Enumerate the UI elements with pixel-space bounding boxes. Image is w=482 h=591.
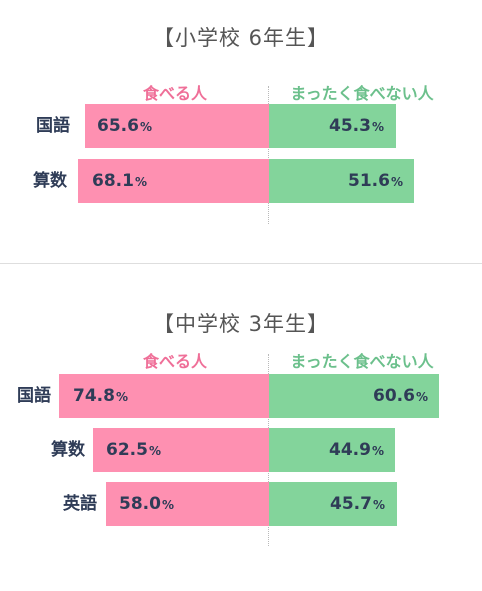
- bar-non-eaters: [269, 104, 396, 148]
- value-label-eaters: 74.8%: [73, 386, 128, 406]
- value-label-non-eaters: 45.7%: [330, 494, 385, 514]
- category-label: 算数: [51, 440, 85, 460]
- legend-eaters: 食べる人: [142, 352, 207, 371]
- value-label-eaters: 62.5%: [106, 440, 161, 460]
- bar-eaters: [78, 159, 269, 203]
- value-label-eaters: 65.6%: [97, 116, 152, 136]
- bar-row: 算数 62.5% 44.9%: [0, 428, 482, 472]
- bar-row: 国語 74.8% 60.6%: [0, 374, 482, 418]
- chart-title: 【中学校 3年生】: [152, 312, 330, 336]
- chart-panel-junior-high: 【中学校 3年生】 食べる人 まったく食べない人 国語 74.8% 60.6% …: [0, 264, 482, 591]
- center-axis: [268, 86, 269, 224]
- value-label-eaters: 58.0%: [119, 494, 174, 514]
- legend-eaters: 食べる人: [142, 84, 207, 103]
- bar-eaters: [106, 482, 269, 526]
- bar-row: 国語 65.6% 45.3%: [0, 104, 482, 148]
- value-label-non-eaters: 45.3%: [329, 116, 384, 136]
- category-label: 国語: [17, 386, 51, 406]
- category-label: 国語: [36, 116, 70, 136]
- section-divider: [0, 263, 482, 264]
- value-label-non-eaters: 60.6%: [373, 386, 428, 406]
- bar-non-eaters: [269, 482, 397, 526]
- category-label: 算数: [33, 171, 67, 191]
- legend-non-eaters: まったく食べない人: [290, 352, 434, 371]
- value-label-eaters: 68.1%: [92, 171, 147, 191]
- bar-eaters: [59, 374, 269, 418]
- value-label-non-eaters: 44.9%: [329, 440, 384, 460]
- value-label-non-eaters: 51.6%: [348, 171, 403, 191]
- legend-non-eaters: まったく食べない人: [290, 84, 434, 103]
- chart-panel-elementary: 【小学校 6年生】 食べる人 まったく食べない人 国語 65.6% 45.3% …: [0, 0, 482, 262]
- chart-title: 【小学校 6年生】: [152, 26, 330, 50]
- bar-eaters: [93, 428, 269, 472]
- bar-non-eaters: [269, 159, 414, 203]
- bar-non-eaters: [269, 428, 395, 472]
- bar-eaters: [85, 104, 269, 148]
- bar-row: 英語 58.0% 45.7%: [0, 482, 482, 526]
- category-label: 英語: [63, 494, 97, 514]
- bar-non-eaters: [269, 374, 439, 418]
- bar-row: 算数 68.1% 51.6%: [0, 159, 482, 203]
